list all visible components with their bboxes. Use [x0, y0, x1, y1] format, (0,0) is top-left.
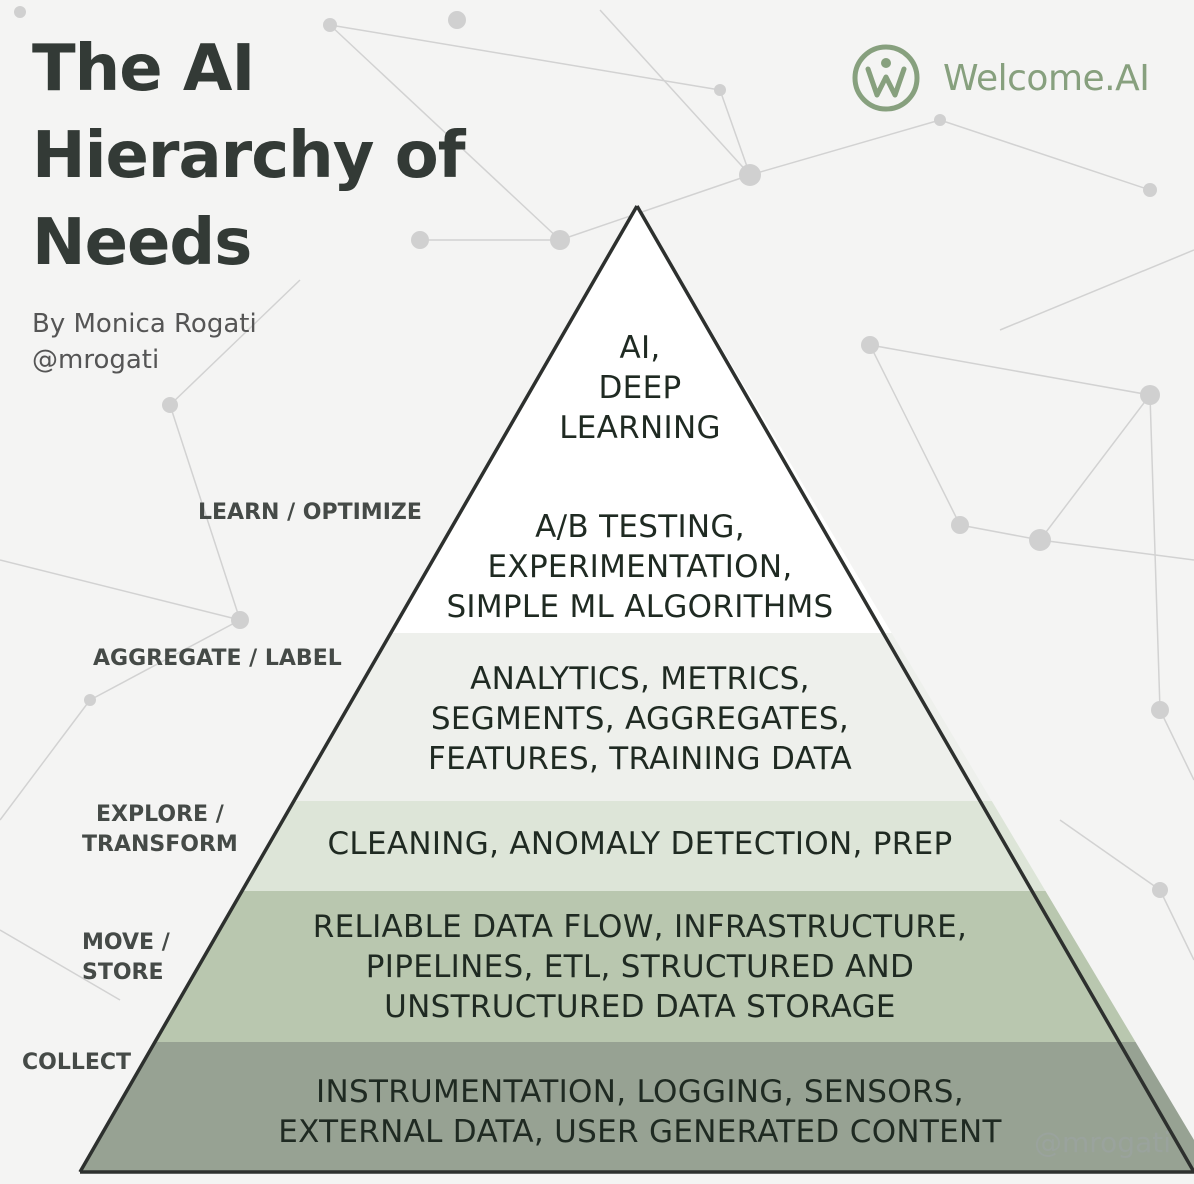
tier-text-explore: CLEANING, ANOMALY DETECTION, PREP [250, 824, 1030, 864]
tier-line: EXPERIMENTATION, [487, 549, 793, 585]
side-label-line: STORE [82, 960, 164, 985]
side-label-collect: COLLECT [22, 1048, 131, 1078]
pyramid-tier-move [80, 891, 1194, 1042]
pyramid-tier-collect [80, 1042, 1194, 1172]
tier-line: LEARNING [559, 410, 721, 446]
tier-line: RELIABLE DATA FLOW, INFRASTRUCTURE, [312, 909, 968, 945]
page-title: The AI Hierarchy of Needs [32, 26, 466, 287]
side-label-learn-optimize: LEARN / OPTIMIZE [198, 498, 422, 528]
author-name: By Monica Rogati [32, 309, 257, 339]
tier-line: FEATURES, TRAINING DATA [427, 741, 853, 777]
tier-line: SEGMENTS, AGGREGATES, [430, 701, 850, 737]
side-label-line: LEARN / OPTIMIZE [198, 500, 422, 525]
side-label-line: AGGREGATE / LABEL [93, 646, 342, 671]
side-label-move-store: MOVE / STORE [82, 928, 170, 988]
title-line: The AI [32, 32, 255, 106]
brand-name: Welcome.AI [943, 57, 1150, 99]
welcome-ai-w-circle-icon [852, 44, 920, 112]
pyramid-left-edge [78, 205, 639, 1173]
tier-line: A/B TESTING, [535, 509, 745, 545]
tier-text-move: RELIABLE DATA FLOW, INFRASTRUCTURE, PIPE… [250, 907, 1030, 1027]
tier-line: PIPELINES, ETL, STRUCTURED AND [365, 949, 915, 985]
tier-text-learn: A/B TESTING, EXPERIMENTATION, SIMPLE ML … [250, 507, 1030, 627]
tier-line: DEEP [598, 370, 682, 406]
author-handle: @mrogati [32, 345, 160, 375]
watermark: @mrogati [1034, 1126, 1171, 1159]
byline: By Monica Rogati @mrogati [32, 306, 257, 378]
tier-text-aggregate: ANALYTICS, METRICS, SEGMENTS, AGGREGATES… [250, 659, 1030, 779]
tier-line: CLEANING, ANOMALY DETECTION, PREP [327, 826, 953, 862]
tier-line: AI, [619, 330, 661, 366]
side-label-aggregate-label: AGGREGATE / LABEL [93, 644, 342, 674]
title-line: Needs [32, 206, 252, 280]
side-label-line: COLLECT [22, 1050, 132, 1075]
tier-line: ANALYTICS, METRICS, [470, 661, 810, 697]
side-label-line: TRANSFORM [82, 832, 238, 857]
title-line: Hierarchy of [32, 119, 466, 193]
brand-logo: Welcome.AI [851, 42, 1150, 114]
tier-line: INSTRUMENTATION, LOGGING, SENSORS, [316, 1074, 964, 1110]
tier-line: SIMPLE ML ALGORITHMS [446, 589, 834, 625]
pyramid-right-edge [635, 205, 1194, 1173]
side-label-line: MOVE / [82, 930, 170, 955]
tier-text-ai: AI, DEEP LEARNING [250, 328, 1030, 448]
tier-line: EXTERNAL DATA, USER GENERATED CONTENT [278, 1114, 1002, 1150]
tier-line: UNSTRUCTURED DATA STORAGE [384, 989, 896, 1025]
side-label-explore-transform: EXPLORE / TRANSFORM [82, 800, 238, 860]
tier-text-collect: INSTRUMENTATION, LOGGING, SENSORS, EXTER… [250, 1072, 1030, 1152]
side-label-line: EXPLORE / [96, 802, 224, 827]
